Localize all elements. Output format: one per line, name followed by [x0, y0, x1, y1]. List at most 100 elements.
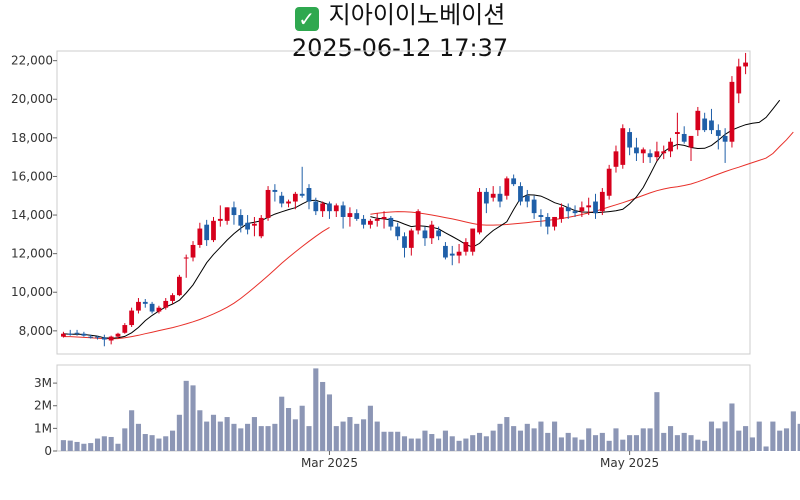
candle-up: [286, 201, 291, 204]
volume-bar: [210, 414, 217, 451]
candle-up: [108, 336, 114, 341]
volume-bar: [197, 410, 203, 451]
candle-down: [204, 224, 210, 241]
volume-bar: [777, 430, 783, 451]
candle-down: [531, 199, 537, 214]
candle-up: [176, 276, 182, 296]
candle-down: [88, 336, 94, 338]
volume-bar: [613, 428, 619, 451]
volume-bar: [592, 435, 599, 451]
volume-bar: [170, 430, 176, 451]
volume-bar: [245, 423, 251, 451]
price-tick-label: 14,000: [11, 208, 53, 222]
volume-bar: [149, 435, 155, 451]
volume-bar: [531, 428, 537, 451]
volume-bar: [217, 421, 223, 451]
ma-long-line: [63, 131, 794, 340]
candle-up: [470, 228, 476, 252]
volume-bar: [749, 437, 755, 451]
candle-down: [538, 215, 544, 217]
candle-up: [586, 205, 592, 208]
candle-up: [292, 193, 298, 202]
date-tick-label: May 2025: [600, 456, 659, 470]
volume-bar: [279, 396, 285, 451]
volume-bar: [688, 435, 694, 451]
volume-axis: 0 1M 2M 3M: [34, 376, 57, 458]
candle-up: [333, 205, 339, 212]
volume-bar: [299, 405, 305, 451]
volume-bar: [715, 428, 721, 451]
candle-down: [483, 191, 489, 204]
candle-down: [395, 226, 401, 237]
candle-up: [640, 149, 646, 154]
price-panel-frame: [56, 50, 751, 355]
volume-bar: [504, 417, 510, 451]
volume-bar: [326, 394, 333, 451]
volume-bar: [367, 405, 373, 451]
candle-down: [709, 120, 714, 131]
candle-down: [74, 332, 80, 334]
volume-bar: [627, 435, 633, 451]
candle-up: [381, 216, 387, 219]
candle-up: [620, 128, 626, 165]
candle-up: [661, 151, 667, 154]
volume-bar: [381, 431, 387, 451]
volume-bar: [483, 436, 489, 451]
volume-bar: [74, 441, 80, 451]
volume-bar: [347, 417, 353, 451]
candle-down: [231, 207, 237, 216]
candlesticks: [61, 52, 748, 347]
volume-bar: [647, 428, 653, 451]
candle-down: [279, 195, 285, 204]
volume-bar: [224, 417, 230, 451]
candle-up: [490, 193, 496, 198]
volume-bar: [674, 435, 680, 451]
price-tick-label: 10,000: [11, 285, 53, 299]
chart-timestamp: 2025-06-12 17:37: [291, 34, 509, 62]
volume-bar: [285, 408, 292, 451]
candle-down: [497, 193, 503, 202]
volume-bar: [422, 430, 428, 451]
date-axis: Mar 2025 May 2025: [301, 451, 659, 470]
volume-bar: [163, 436, 169, 451]
volume-bar: [320, 381, 326, 451]
candle-down: [422, 230, 428, 239]
volume-bar: [565, 432, 571, 451]
volume-bar: [490, 430, 496, 451]
volume-bar: [436, 438, 442, 451]
price-tick-label: 16,000: [11, 169, 53, 183]
candle-up: [415, 211, 421, 231]
volume-bar: [292, 419, 298, 451]
candle-up: [552, 216, 557, 227]
volume-tick-label: 0: [44, 444, 52, 458]
volume-bar: [743, 426, 749, 451]
volume-bar: [204, 421, 210, 451]
volume-bar: [265, 426, 271, 451]
volume-bar: [797, 423, 800, 451]
price-tick-label: 12,000: [11, 247, 53, 261]
candle-up: [463, 242, 469, 252]
volume-bar: [88, 443, 94, 451]
volume-bar: [442, 430, 448, 451]
price-tick-label: 22,000: [11, 54, 53, 68]
volume-bar: [463, 438, 469, 451]
volume-bar: [661, 432, 667, 451]
candle-down: [361, 218, 366, 225]
volume-bar: [333, 426, 339, 451]
volume-bar: [572, 437, 578, 451]
volume-bar: [511, 426, 517, 451]
volume-bar: [524, 423, 530, 451]
candle-up: [429, 224, 435, 239]
candle-up: [674, 132, 680, 134]
volume-bar: [272, 423, 278, 451]
candle-down: [511, 178, 517, 185]
candle-down: [565, 207, 571, 212]
volume-bar: [183, 380, 189, 451]
volume-bar: [258, 426, 264, 451]
price-axis: 8,000 10,000 12,000 14,000 16,000 18,000 20,00…: [11, 54, 57, 338]
candle-up: [559, 207, 564, 219]
price-tick-label: 18,000: [11, 131, 53, 145]
candle-down: [388, 217, 394, 227]
volume-bar: [654, 392, 660, 451]
